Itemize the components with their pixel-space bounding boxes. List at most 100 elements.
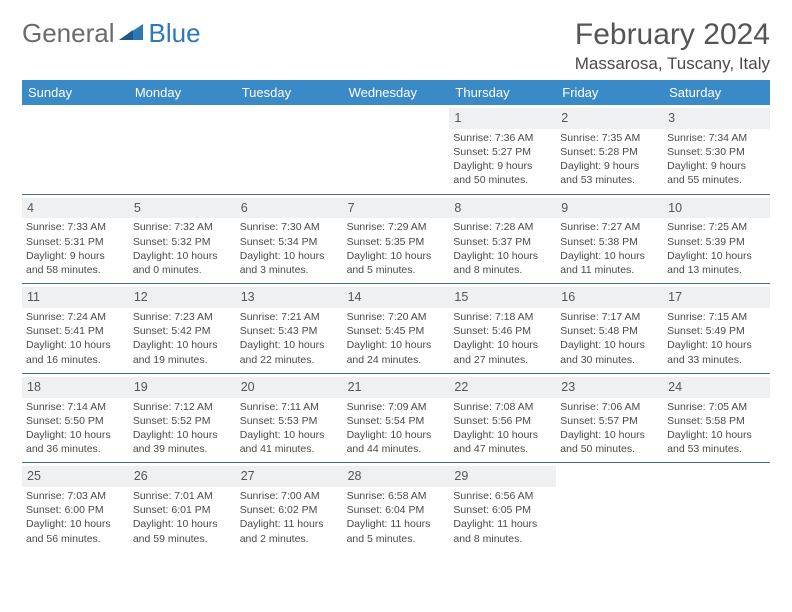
calendar-cell: 16Sunrise: 7:17 AMSunset: 5:48 PMDayligh… xyxy=(556,284,663,373)
day-number: 28 xyxy=(343,466,450,487)
sunset-line: Sunset: 5:41 PM xyxy=(26,324,125,338)
logo-word-2: Blue xyxy=(149,18,201,49)
day-number: 25 xyxy=(22,466,129,487)
sunset-line: Sunset: 6:04 PM xyxy=(347,503,446,517)
sunset-line: Sunset: 6:02 PM xyxy=(240,503,339,517)
daylight-line: Daylight: 10 hours and 59 minutes. xyxy=(133,517,232,545)
sunrise-line: Sunrise: 7:34 AM xyxy=(667,131,766,145)
sunset-line: Sunset: 6:05 PM xyxy=(453,503,552,517)
day-number: 11 xyxy=(22,287,129,308)
day-number: 16 xyxy=(556,287,663,308)
sunset-line: Sunset: 5:54 PM xyxy=(347,414,446,428)
calendar-cell: 8Sunrise: 7:28 AMSunset: 5:37 PMDaylight… xyxy=(449,195,556,284)
calendar-body: 1Sunrise: 7:36 AMSunset: 5:27 PMDaylight… xyxy=(22,105,770,552)
sunrise-line: Sunrise: 7:27 AM xyxy=(560,220,659,234)
calendar-cell: 1Sunrise: 7:36 AMSunset: 5:27 PMDaylight… xyxy=(449,105,556,194)
calendar: SundayMondayTuesdayWednesdayThursdayFrid… xyxy=(22,80,770,552)
day-number: 3 xyxy=(663,108,770,129)
daylight-line: Daylight: 9 hours and 53 minutes. xyxy=(560,159,659,187)
sunrise-line: Sunrise: 7:11 AM xyxy=(240,400,339,414)
calendar-cell: 15Sunrise: 7:18 AMSunset: 5:46 PMDayligh… xyxy=(449,284,556,373)
calendar-cell: 25Sunrise: 7:03 AMSunset: 6:00 PMDayligh… xyxy=(22,463,129,552)
sunset-line: Sunset: 6:01 PM xyxy=(133,503,232,517)
calendar-cell: 22Sunrise: 7:08 AMSunset: 5:56 PMDayligh… xyxy=(449,374,556,463)
sunrise-line: Sunrise: 7:24 AM xyxy=(26,310,125,324)
sunrise-line: Sunrise: 7:36 AM xyxy=(453,131,552,145)
sunset-line: Sunset: 5:30 PM xyxy=(667,145,766,159)
sunset-line: Sunset: 5:35 PM xyxy=(347,235,446,249)
calendar-cell-empty xyxy=(236,105,343,194)
calendar-week: 25Sunrise: 7:03 AMSunset: 6:00 PMDayligh… xyxy=(22,462,770,552)
daylight-line: Daylight: 10 hours and 13 minutes. xyxy=(667,249,766,277)
day-number: 13 xyxy=(236,287,343,308)
daylight-line: Daylight: 9 hours and 50 minutes. xyxy=(453,159,552,187)
page-header: General Blue February 2024 Massarosa, Tu… xyxy=(22,18,770,74)
sunrise-line: Sunrise: 7:35 AM xyxy=(560,131,659,145)
sunrise-line: Sunrise: 7:29 AM xyxy=(347,220,446,234)
day-header-cell: Sunday xyxy=(22,80,129,105)
sunset-line: Sunset: 5:32 PM xyxy=(133,235,232,249)
sunset-line: Sunset: 5:58 PM xyxy=(667,414,766,428)
sunrise-line: Sunrise: 7:14 AM xyxy=(26,400,125,414)
calendar-cell: 21 Sunrise: 7:09 AMSunset: 5:54 PMDayligh… xyxy=(343,374,450,463)
day-header-cell: Thursday xyxy=(449,80,556,105)
calendar-cell: 12Sunrise: 7:23 AMSunset: 5:42 PMDayligh… xyxy=(129,284,236,373)
sunrise-line: Sunrise: 7:09 AM xyxy=(347,400,446,414)
sunrise-line: Sunrise: 7:23 AM xyxy=(133,310,232,324)
day-number: 10 xyxy=(663,198,770,219)
sunset-line: Sunset: 5:43 PM xyxy=(240,324,339,338)
daylight-line: Daylight: 9 hours and 58 minutes. xyxy=(26,249,125,277)
calendar-week: 18Sunrise: 7:14 AMSunset: 5:50 PMDayligh… xyxy=(22,373,770,463)
sunrise-line: Sunrise: 7:17 AM xyxy=(560,310,659,324)
sunrise-line: Sunrise: 7:32 AM xyxy=(133,220,232,234)
sunset-line: Sunset: 5:53 PM xyxy=(240,414,339,428)
calendar-week: 1Sunrise: 7:36 AMSunset: 5:27 PMDaylight… xyxy=(22,105,770,194)
calendar-cell: 20Sunrise: 7:11 AMSunset: 5:53 PMDayligh… xyxy=(236,374,343,463)
daylight-line: Daylight: 9 hours and 55 minutes. xyxy=(667,159,766,187)
day-header-cell: Saturday xyxy=(663,80,770,105)
sunrise-line: Sunrise: 7:28 AM xyxy=(453,220,552,234)
day-number: 29 xyxy=(449,466,556,487)
day-number: 15 xyxy=(449,287,556,308)
sunset-line: Sunset: 5:48 PM xyxy=(560,324,659,338)
day-number: 14 xyxy=(343,287,450,308)
sunrise-line: Sunrise: 7:08 AM xyxy=(453,400,552,414)
day-number: 9 xyxy=(556,198,663,219)
day-number: 6 xyxy=(236,198,343,219)
day-number: 12 xyxy=(129,287,236,308)
day-header-cell: Tuesday xyxy=(236,80,343,105)
daylight-line: Daylight: 10 hours and 24 minutes. xyxy=(347,338,446,366)
day-header-row: SundayMondayTuesdayWednesdayThursdayFrid… xyxy=(22,80,770,105)
sunrise-line: Sunrise: 7:06 AM xyxy=(560,400,659,414)
sunrise-line: Sunrise: 7:18 AM xyxy=(453,310,552,324)
calendar-cell: 9Sunrise: 7:27 AMSunset: 5:38 PMDaylight… xyxy=(556,195,663,284)
sunset-line: Sunset: 5:31 PM xyxy=(26,235,125,249)
calendar-cell-empty xyxy=(129,105,236,194)
day-number: 4 xyxy=(22,198,129,219)
daylight-line: Daylight: 10 hours and 44 minutes. xyxy=(347,428,446,456)
day-number: 19 xyxy=(129,377,236,398)
calendar-cell: 17Sunrise: 7:15 AMSunset: 5:49 PMDayligh… xyxy=(663,284,770,373)
day-number: 24 xyxy=(663,377,770,398)
daylight-line: Daylight: 10 hours and 33 minutes. xyxy=(667,338,766,366)
day-header-cell: Monday xyxy=(129,80,236,105)
daylight-line: Daylight: 10 hours and 36 minutes. xyxy=(26,428,125,456)
calendar-cell: 23Sunrise: 7:06 AMSunset: 5:57 PMDayligh… xyxy=(556,374,663,463)
calendar-cell: 28Sunrise: 6:58 AMSunset: 6:04 PMDayligh… xyxy=(343,463,450,552)
daylight-line: Daylight: 10 hours and 27 minutes. xyxy=(453,338,552,366)
daylight-line: Daylight: 10 hours and 56 minutes. xyxy=(26,517,125,545)
calendar-cell-empty xyxy=(556,463,663,552)
day-number: 21 xyxy=(343,377,450,398)
day-number: 22 xyxy=(449,377,556,398)
logo-word-1: General xyxy=(22,18,115,49)
sunset-line: Sunset: 6:00 PM xyxy=(26,503,125,517)
calendar-cell: 18Sunrise: 7:14 AMSunset: 5:50 PMDayligh… xyxy=(22,374,129,463)
day-number: 7 xyxy=(343,198,450,219)
daylight-line: Daylight: 10 hours and 41 minutes. xyxy=(240,428,339,456)
calendar-cell: 5Sunrise: 7:32 AMSunset: 5:32 PMDaylight… xyxy=(129,195,236,284)
sunrise-line: Sunrise: 7:30 AM xyxy=(240,220,339,234)
sunrise-line: Sunrise: 7:05 AM xyxy=(667,400,766,414)
calendar-week: 4Sunrise: 7:33 AMSunset: 5:31 PMDaylight… xyxy=(22,194,770,284)
day-number: 8 xyxy=(449,198,556,219)
sunrise-line: Sunrise: 6:58 AM xyxy=(347,489,446,503)
